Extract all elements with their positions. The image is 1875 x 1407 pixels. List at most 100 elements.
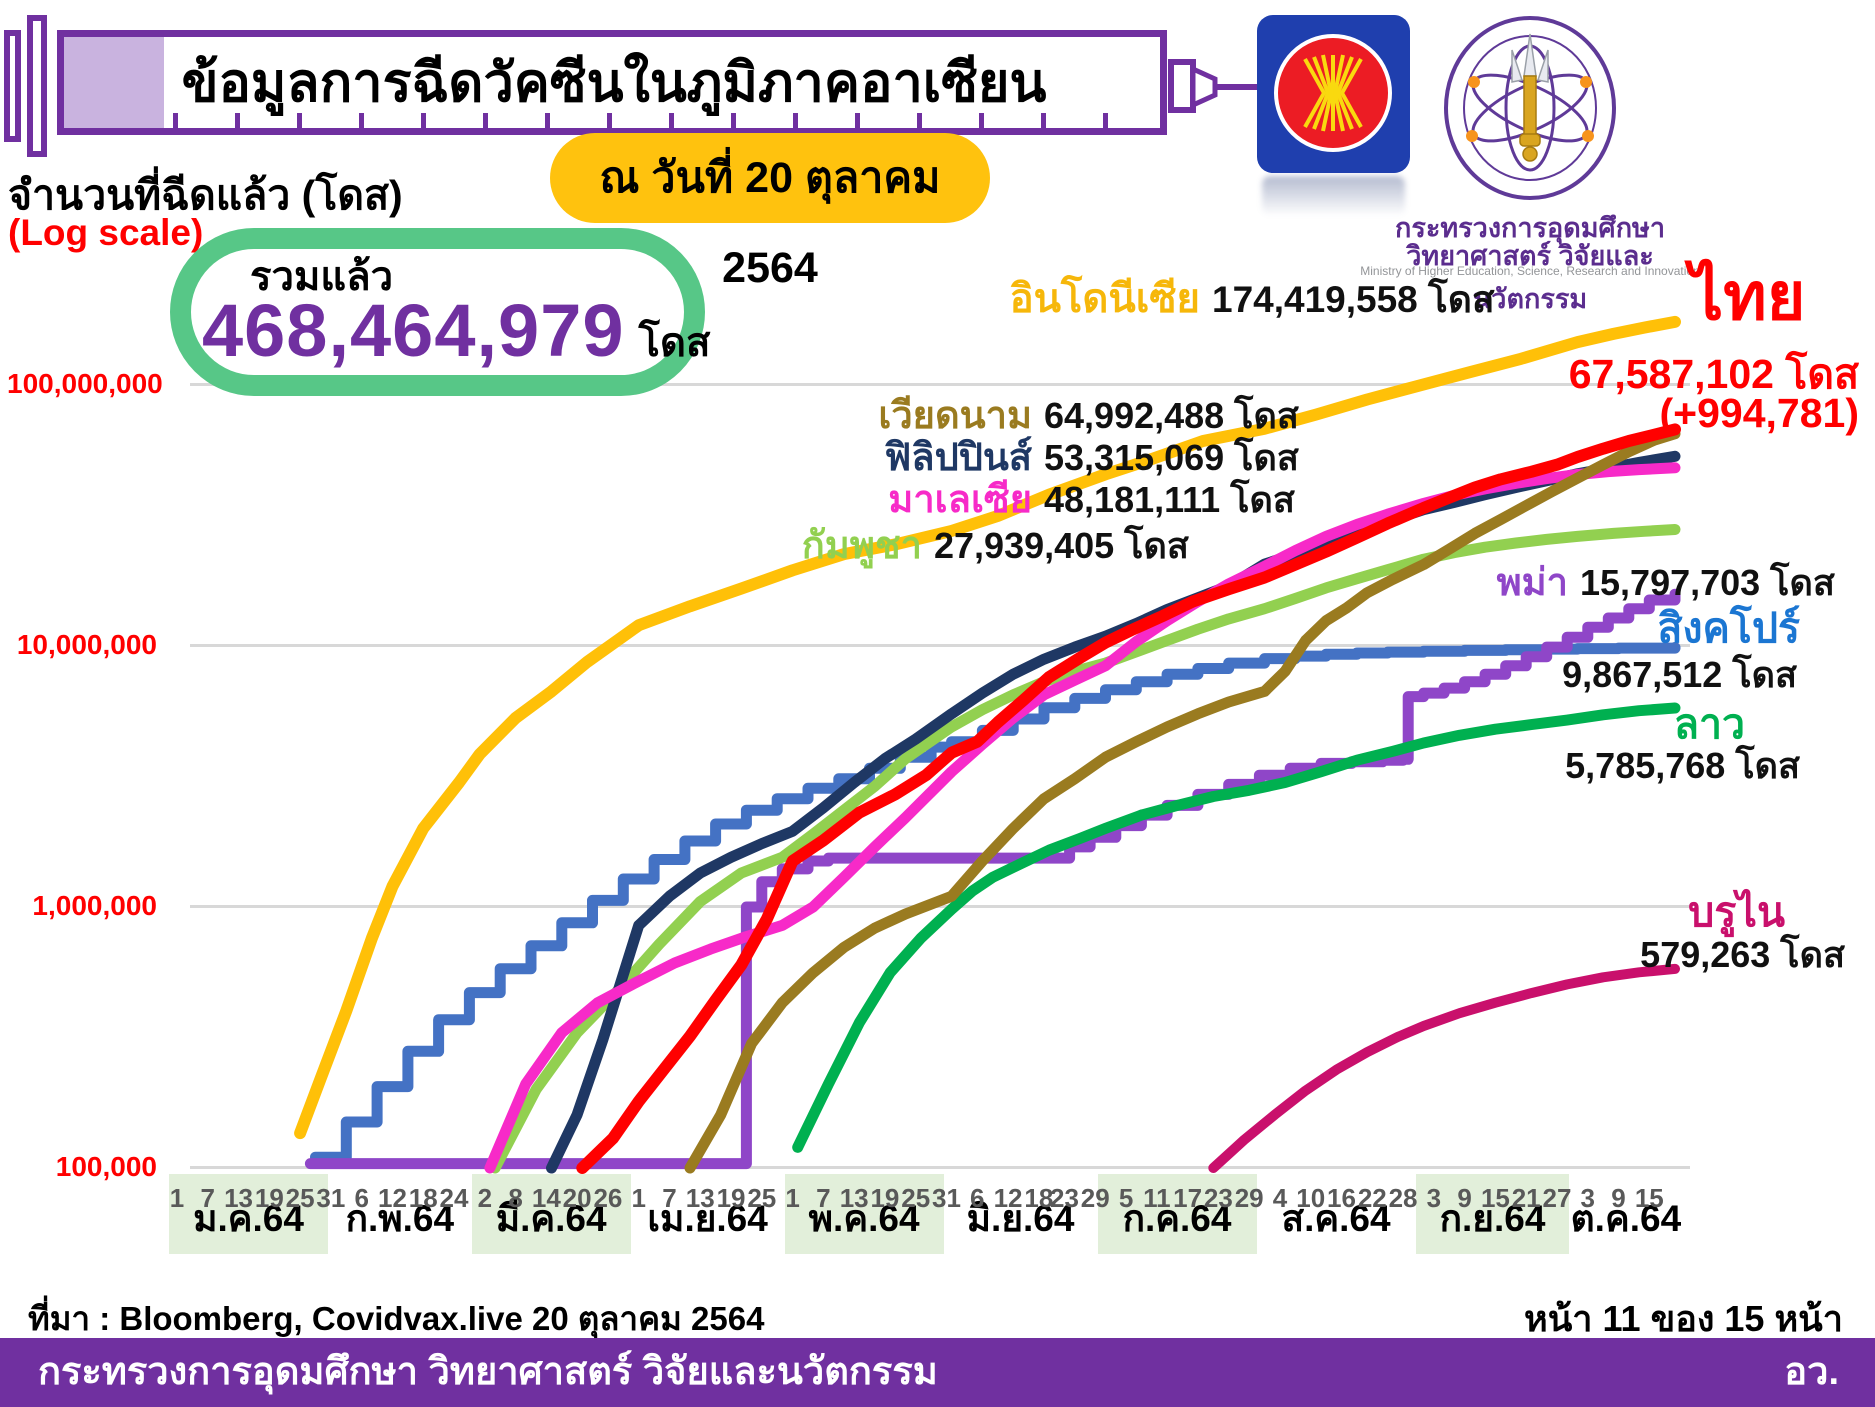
x-axis-day-tick: 6 [970,1183,985,1213]
asean-flag-icon [1257,15,1410,173]
x-axis-day-tick: 23 [1050,1183,1079,1213]
value-cambodia: 27,939,405 โดส [934,525,1189,566]
x-axis-day-tick: 3 [1580,1183,1595,1213]
x-axis-day-tick: 24 [439,1183,469,1213]
ministry-name-english: Ministry of Higher Education, Science, R… [1360,264,1700,278]
total-doses-row: 468,464,979 โดส [202,288,710,374]
gridline-100m [190,383,1690,386]
x-axis-day-tick: 29 [1080,1183,1110,1213]
x-axis-month-label: ต.ค.64 [1570,1198,1682,1239]
label-indonesia: อินโดนีเซีย [1009,277,1200,321]
x-axis-month-label: ส.ค.64 [1281,1198,1391,1239]
syringe-tick [917,113,922,128]
x-axis-day-tick: 11 [1143,1183,1171,1213]
total-doses-unit: โดส [638,321,711,365]
total-doses-value: 468,464,979 [202,289,625,372]
x-axis-day-tick: 25 [747,1183,777,1213]
footer-ministry-name: กระทรวงการอุดมศึกษา วิทยาศาสตร์ วิจัยและ… [38,1351,938,1393]
x-axis-day-tick: 18 [408,1183,438,1213]
x-axis-day-tick: 1 [169,1183,185,1213]
source-citation: ที่มา : Bloomberg, Covidvax.live 20 ตุลา… [28,1300,765,1337]
x-axis-day-tick: 13 [224,1183,254,1213]
syringe-tick [855,113,860,128]
label-malaysia: มาเลเซีย [888,479,1032,521]
y-tick-100000000: 100,000,000 [7,368,163,399]
x-axis-month-band: มิ.ย.64 [944,1174,1098,1254]
x-axis-day-tick: 7 [662,1183,677,1213]
x-axis-month-band: ส.ค.64 [1257,1174,1416,1254]
syringe-plunger-rod [27,15,47,157]
line-brunei [1208,963,1680,1173]
label-brunei: บรูไน [1688,889,1785,935]
x-axis-day-tick: 27 [1542,1183,1572,1213]
x-axis-month-band: ก.ย.64 [1415,1174,1570,1254]
syringe-tick [979,113,984,128]
value-malaysia: 48,181,111 โดส [1044,479,1295,520]
x-axis-day-tick: 25 [285,1183,315,1213]
x-axis-day-tick: 9 [1611,1183,1626,1213]
y-tick-10000000: 10,000,000 [16,629,157,660]
x-axis-month-band: ต.ค.64 [1569,1174,1682,1254]
x-axis-day-tick: 1 [785,1183,800,1213]
x-axis-month-band: เม.ย.64 [631,1174,785,1254]
ministry-name-line1: กระทรวงการอุดมศึกษา [1395,213,1665,243]
x-axis-day-tick: 25 [901,1183,931,1213]
x-axis-day-tick: 2 [477,1183,493,1213]
x-axis-day-tick: 14 [531,1183,561,1213]
x-axis-day-tick: 8 [508,1183,523,1213]
x-axis-day-tick: 16 [1327,1183,1356,1213]
y-axis-title: จำนวนที่ฉีดแล้ว (โดส) [8,172,403,218]
x-axis-day-tick: 28 [1388,1183,1418,1213]
date-badge: ณ วันที่ 20 ตุลาคม 2564 [550,133,990,292]
y-axis-log-scale-note: (Log scale) [8,212,204,253]
x-axis-month-label: มิ.ย.64 [966,1198,1075,1239]
label-laos: ลาว [1673,701,1745,747]
x-axis-day-tick: 12 [993,1183,1023,1213]
value-thailand: 67,587,102 โดส [1568,351,1859,397]
x-axis-day-tick: 18 [1024,1183,1054,1213]
label-cambodia: กัมพูชา [801,525,922,567]
value-laos: 5,785,768 โดส [1565,745,1800,786]
x-axis-month-label: ก.พ.64 [345,1198,455,1239]
syringe-tick [359,113,364,128]
line-vietnam [684,428,1681,1174]
x-axis-day-tick: 19 [254,1183,284,1213]
value-brunei: 579,263 โดส [1640,934,1845,975]
x-axis-month-band: พ.ค.64 [784,1174,944,1254]
x-axis-month-band: มี.ค.64 [471,1174,631,1254]
label-thailand: ไทย [1690,259,1806,333]
x-axis-day-tick: 31 [932,1183,961,1213]
page-number: หน้า 11 ของ 15 หน้า [1523,1298,1843,1339]
x-axis-day-tick: 31 [316,1183,346,1213]
x-axis-day-tick: 6 [354,1183,369,1213]
value-singapore: 9,867,512 โดส [1562,654,1797,695]
y-tick-100000: 100,000 [55,1151,157,1182]
gridline-10m [190,644,1690,647]
line-indonesia [294,315,1681,1140]
syringe-tick [235,113,240,128]
x-axis-day-tick: 13 [685,1183,715,1213]
syringe-tick [483,113,488,128]
x-axis-day-tick: 13 [839,1183,869,1213]
value-indonesia: 174,419,558 โดส [1212,279,1495,320]
syringe-plunger-flange [4,30,21,142]
x-axis-day-tick: 7 [816,1183,831,1213]
line-laos [792,702,1681,1153]
syringe-tick [173,113,178,128]
syringe-tick [297,113,302,128]
x-axis-day-tick: 15 [1634,1183,1664,1213]
x-axis-month-band: ก.ค.64 [1097,1174,1257,1254]
x-axis-month-label: เม.ย.64 [647,1198,768,1239]
x-axis-day-tick: 29 [1234,1183,1264,1213]
x-axis-day-tick: 21 [1511,1183,1541,1213]
x-axis-month-label: มี.ค.64 [495,1198,607,1239]
x-axis-day-tick: 17 [1173,1183,1203,1213]
page-title: ข้อมูลการฉีดวัคซีนในภูมิภาคอาเซียน [181,53,1047,113]
y-tick-1000000: 1,000,000 [32,890,157,921]
syringe-fill [64,37,164,128]
x-axis-month-label: ก.ค.64 [1122,1198,1232,1239]
syringe-tick [545,113,550,128]
label-singapore: สิงคโปร์ [1657,605,1800,651]
x-axis-month-label: ม.ค.64 [193,1198,304,1239]
syringe-tick [1041,113,1046,128]
